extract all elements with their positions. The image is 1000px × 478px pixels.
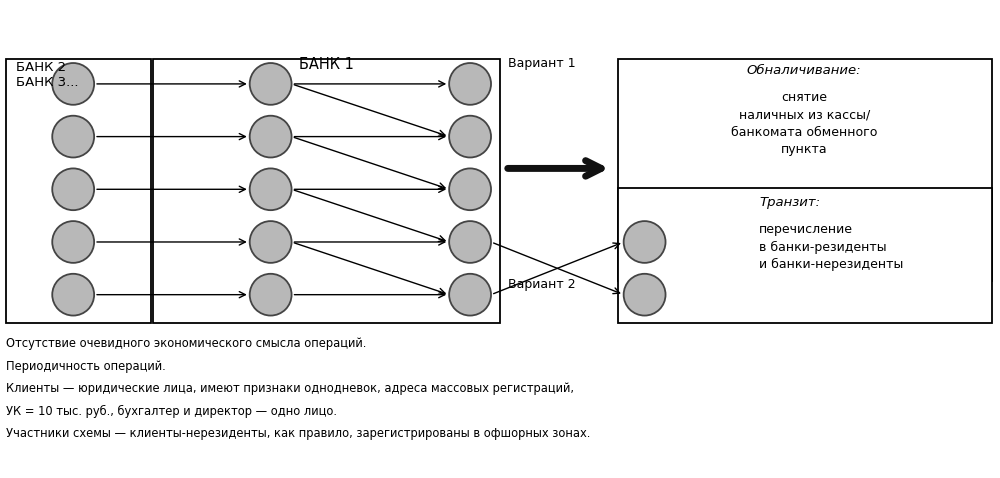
Circle shape <box>250 221 292 263</box>
Circle shape <box>250 274 292 315</box>
Circle shape <box>52 116 94 157</box>
Circle shape <box>624 221 666 263</box>
Circle shape <box>52 168 94 210</box>
Circle shape <box>449 116 491 157</box>
Text: Вариант 2: Вариант 2 <box>508 278 576 291</box>
Circle shape <box>52 63 94 105</box>
Text: перечисление
в банки-резиденты
и банки-нерезиденты: перечисление в банки-резиденты и банки-н… <box>759 223 904 272</box>
Circle shape <box>624 274 666 315</box>
Circle shape <box>449 274 491 315</box>
Text: Обналичивание:: Обналичивание: <box>747 64 861 77</box>
Text: УК = 10 тыс. руб., бухгалтер и директор — одно лицо.: УК = 10 тыс. руб., бухгалтер и директор … <box>6 404 337 418</box>
Circle shape <box>449 221 491 263</box>
Bar <box>6 59 151 323</box>
Circle shape <box>250 63 292 105</box>
Text: Транзит:: Транзит: <box>759 196 820 209</box>
Text: Участники схемы — клиенты-нерезиденты, как правило, зарегистрированы в офшорных : Участники схемы — клиенты-нерезиденты, к… <box>6 427 591 440</box>
Circle shape <box>449 63 491 105</box>
Circle shape <box>52 274 94 315</box>
Text: снятие
наличных из кассы/
банкомата обменного
пункта: снятие наличных из кассы/ банкомата обме… <box>731 91 877 156</box>
Bar <box>153 59 500 323</box>
Circle shape <box>250 168 292 210</box>
Text: БАНК 2
БАНК 3...: БАНК 2 БАНК 3... <box>16 61 79 89</box>
Bar <box>618 188 992 323</box>
Circle shape <box>52 221 94 263</box>
Bar <box>618 59 992 281</box>
Text: Клиенты — юридические лица, имеют признаки однодневок, адреса массовых регистрац: Клиенты — юридические лица, имеют призна… <box>6 382 574 395</box>
Text: Вариант 1: Вариант 1 <box>508 57 576 70</box>
Circle shape <box>250 116 292 157</box>
Text: Отсутствие очевидного экономического смысла операций.: Отсутствие очевидного экономического смы… <box>6 337 367 350</box>
Circle shape <box>449 168 491 210</box>
Text: Периодичность операций.: Периодичность операций. <box>6 360 166 373</box>
Text: БАНК 1: БАНК 1 <box>299 57 354 72</box>
